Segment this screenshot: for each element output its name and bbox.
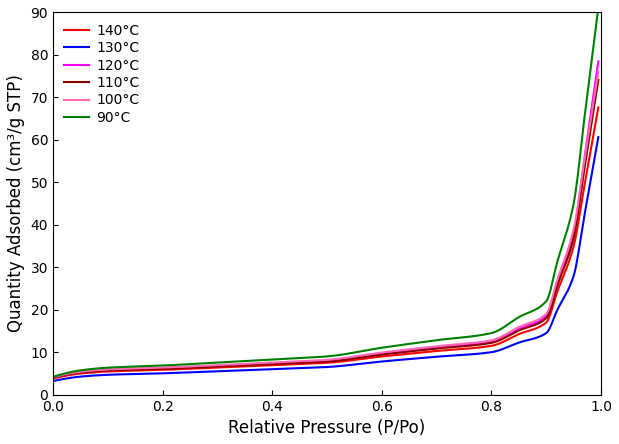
140°C bbox=[595, 105, 602, 110]
120°C bbox=[374, 352, 381, 357]
100°C bbox=[311, 358, 319, 363]
110°C bbox=[496, 337, 504, 343]
130°C bbox=[374, 359, 381, 365]
120°C bbox=[595, 59, 602, 64]
100°C bbox=[344, 355, 352, 360]
110°C bbox=[308, 360, 316, 365]
Line: 140°C: 140°C bbox=[53, 107, 599, 378]
100°C bbox=[595, 69, 602, 74]
90°C bbox=[50, 374, 57, 380]
90°C bbox=[595, 5, 602, 10]
120°C bbox=[581, 150, 589, 155]
Line: 100°C: 100°C bbox=[53, 71, 599, 377]
Line: 120°C: 120°C bbox=[53, 61, 599, 378]
130°C bbox=[50, 378, 57, 384]
110°C bbox=[344, 357, 352, 362]
140°C bbox=[308, 361, 316, 366]
Legend: 140°C, 130°C, 120°C, 110°C, 100°C, 90°C: 140°C, 130°C, 120°C, 110°C, 100°C, 90°C bbox=[60, 20, 144, 129]
90°C bbox=[311, 355, 319, 360]
120°C bbox=[308, 359, 316, 364]
130°C bbox=[595, 135, 602, 140]
110°C bbox=[374, 353, 381, 358]
100°C bbox=[308, 358, 316, 363]
Line: 90°C: 90°C bbox=[53, 8, 599, 377]
110°C bbox=[581, 161, 589, 166]
140°C bbox=[496, 341, 504, 346]
100°C bbox=[50, 375, 57, 380]
140°C bbox=[374, 354, 381, 360]
100°C bbox=[496, 335, 504, 340]
90°C bbox=[496, 327, 504, 332]
90°C bbox=[374, 346, 381, 351]
100°C bbox=[581, 153, 589, 158]
90°C bbox=[581, 109, 589, 115]
100°C bbox=[374, 350, 381, 356]
90°C bbox=[344, 351, 352, 356]
Line: 130°C: 130°C bbox=[53, 137, 599, 381]
120°C bbox=[496, 336, 504, 341]
130°C bbox=[344, 363, 352, 368]
120°C bbox=[344, 356, 352, 361]
110°C bbox=[50, 375, 57, 381]
120°C bbox=[311, 359, 319, 364]
130°C bbox=[311, 365, 319, 370]
130°C bbox=[581, 208, 589, 214]
130°C bbox=[308, 365, 316, 370]
Y-axis label: Quantity Adsorbed (cm³/g STP): Quantity Adsorbed (cm³/g STP) bbox=[7, 75, 25, 333]
Line: 110°C: 110°C bbox=[53, 80, 599, 378]
140°C bbox=[50, 376, 57, 381]
120°C bbox=[50, 375, 57, 381]
130°C bbox=[496, 347, 504, 353]
90°C bbox=[308, 355, 316, 360]
110°C bbox=[311, 360, 319, 365]
140°C bbox=[311, 361, 319, 366]
140°C bbox=[344, 358, 352, 363]
110°C bbox=[595, 77, 602, 83]
X-axis label: Relative Pressure (P/Po): Relative Pressure (P/Po) bbox=[228, 419, 426, 437]
140°C bbox=[581, 178, 589, 184]
